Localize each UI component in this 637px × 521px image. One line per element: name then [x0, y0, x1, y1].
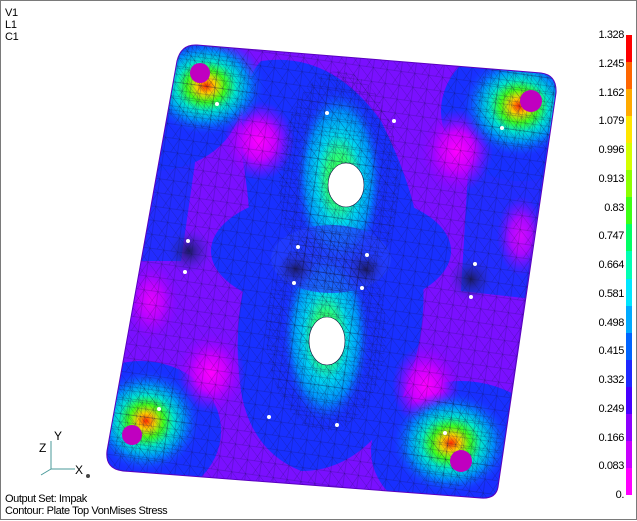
legend-swatch — [626, 386, 632, 415]
view-info: V1 L1 C1 — [5, 7, 19, 43]
legend-swatch — [626, 440, 632, 469]
legend-value-label: 0.664 — [598, 259, 624, 271]
corner-bolt-tl — [190, 63, 210, 83]
legend-swatch — [626, 35, 632, 63]
plate-body — [106, 44, 557, 499]
origin-dot — [86, 474, 90, 478]
legend-swatch — [626, 251, 632, 280]
legend-swatch — [626, 170, 632, 198]
output-set-label: Output Set: Impak — [5, 493, 87, 505]
corner-bolt-br — [450, 450, 472, 472]
axis-y-label: Y — [54, 429, 63, 443]
legend-swatch — [626, 332, 632, 361]
legend-value-label: 0.913 — [598, 172, 624, 185]
legend-value-label: 0.83 — [604, 201, 624, 214]
constraint-label: C1 — [5, 31, 19, 43]
legend-swatch — [626, 89, 632, 117]
legend-value-label: 0.581 — [598, 287, 624, 300]
legend-value-label: 1.079 — [598, 115, 624, 128]
plate-outline — [106, 44, 557, 499]
legend-swatch — [626, 305, 632, 334]
legend-value-label: 0.498 — [598, 316, 624, 329]
upper-hole — [327, 162, 365, 208]
contour-legend: 1.328 1.245 1.162 1.079 0.996 0.913 0.83 0.747 0… — [598, 29, 636, 501]
legend-value-label: 0.332 — [598, 374, 624, 386]
legend-value-label: 1.162 — [598, 86, 624, 99]
load-label: L1 — [5, 19, 17, 31]
node-markers — [157, 102, 504, 435]
legend-value-label: 1.328 — [598, 29, 624, 41]
corner-bolt-tr — [520, 90, 542, 112]
legend-swatch — [626, 116, 632, 144]
legend-color-bar — [626, 35, 632, 496]
legend-value-label: 0.747 — [598, 230, 624, 243]
legend-swatch — [626, 413, 632, 442]
legend-value-label: 0.083 — [598, 460, 624, 473]
axis-z-label: Z — [39, 441, 47, 455]
legend-value-label: 0.996 — [598, 144, 624, 156]
contour-plot[interactable] — [1, 1, 601, 521]
view-label: V1 — [5, 7, 18, 19]
plot-footer: Output Set: Impak Contour: Plate Top Von… — [5, 493, 168, 517]
corner-bolt-bl — [122, 425, 142, 445]
legend-value-label: 0.415 — [598, 345, 624, 358]
axis-x-label: X — [75, 463, 84, 477]
legend-swatch — [626, 224, 632, 252]
lower-hole — [308, 316, 346, 366]
legend-swatch — [626, 62, 632, 90]
contour-label: Contour: Plate Top VonMises Stress — [5, 505, 168, 517]
legend-value-label: 0.249 — [598, 402, 624, 415]
legend-swatch — [626, 359, 632, 388]
legend-value-label: 0. — [615, 489, 625, 501]
legend-swatch — [626, 197, 632, 225]
axis-triad: Y Z X — [35, 429, 95, 479]
legend-swatch — [626, 143, 632, 171]
legend-swatch — [626, 467, 632, 496]
legend-value-label: 0.166 — [598, 431, 624, 444]
legend-swatch — [626, 278, 632, 307]
legend-value-label: 1.245 — [598, 57, 624, 70]
